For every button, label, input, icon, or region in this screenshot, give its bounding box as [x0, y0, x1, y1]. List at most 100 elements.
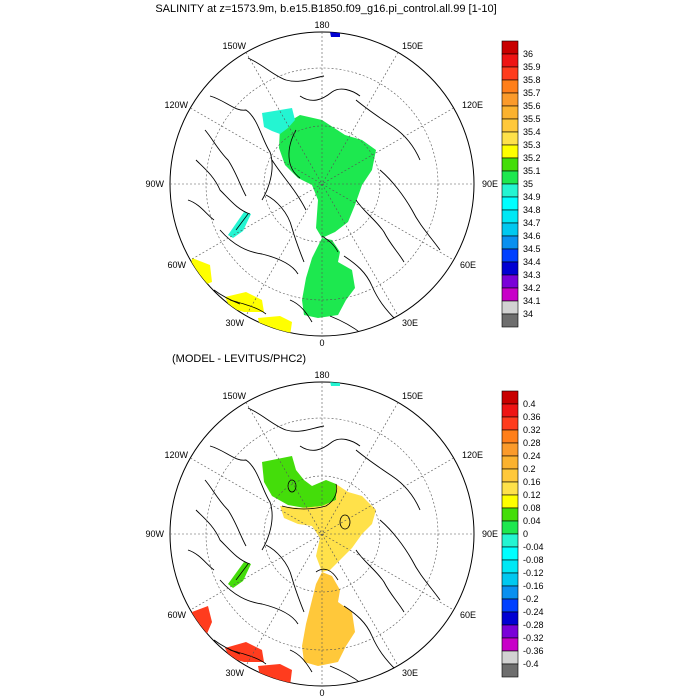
top-region-central-arctic: [279, 115, 376, 238]
top-colorbar-box: [501, 235, 519, 250]
bottom-colorbar-label: 0.08: [523, 503, 541, 513]
bottom-colorbar-label: 0.16: [523, 477, 541, 487]
bottom-colorbar-box: [501, 624, 519, 639]
bottom-colorbar-box: [501, 585, 519, 600]
bottom-colorbar: 0.4 0.36 0.32 0.28 0.24 0.2 0.16 0.12 0.08 0.04 0 -…: [501, 390, 544, 678]
top-colorbar-box: [501, 66, 519, 81]
bottom-lon-label: 30E: [402, 668, 418, 678]
top-lon-label: 150W: [222, 41, 246, 51]
bottom-colorbar-label: -0.28: [523, 620, 544, 630]
top-colorbar-label: 34.9: [523, 192, 541, 202]
top-colorbar-label: 35.9: [523, 62, 541, 72]
bottom-lon-label: 90E: [482, 529, 498, 539]
top-colorbar-box: [501, 183, 519, 198]
bottom-colorbar-box: [501, 598, 519, 613]
bottom-coastlines: [177, 407, 441, 685]
top-colorbar-label: 36: [523, 49, 533, 59]
top-region-canada-basin: [262, 108, 295, 134]
top-lon-label: 150E: [402, 41, 423, 51]
bottom-lon-label: 120E: [462, 450, 483, 460]
bottom-colorbar-box: [501, 663, 519, 678]
top-colorbar-label: 34.5: [523, 244, 541, 254]
bottom-region-canada-basin: [262, 456, 336, 508]
bottom-colorbar-label: -0.32: [523, 633, 544, 643]
bottom-colorbar-box: [501, 611, 519, 626]
bottom-colorbar-label: 0.04: [523, 516, 541, 526]
top-region-labrador-sea: [190, 258, 264, 312]
top-colorbar-label: 35.5: [523, 114, 541, 124]
bottom-colorbar-label: 0.36: [523, 412, 541, 422]
bottom-colorbar-box: [501, 533, 519, 548]
bottom-colorbar-box: [501, 429, 519, 444]
top-colorbar-box: [501, 287, 519, 302]
top-lon-label: 0: [319, 338, 324, 348]
top-lon-labels: 180 150E 120E 90E 60E 30E 0 30W 60W 90W …: [145, 20, 498, 348]
bottom-colorbar-box: [501, 637, 519, 652]
top-colorbar-box: [501, 118, 519, 133]
top-lon-label: 90W: [145, 179, 164, 189]
top-lon-label: 30W: [225, 318, 244, 328]
bottom-colorbar-label: -0.16: [523, 581, 544, 591]
bottom-lon-label: 180: [314, 370, 329, 380]
bottom-lon-label: 0: [319, 688, 324, 698]
top-colorbar-box: [501, 92, 519, 107]
bottom-colorbar-label: -0.4: [523, 659, 539, 669]
top-colorbar-box: [501, 170, 519, 185]
bottom-colorbar-box: [501, 442, 519, 457]
bottom-graticule: [170, 382, 474, 686]
bottom-colorbar-box: [501, 507, 519, 522]
bottom-colorbar-box: [501, 390, 519, 405]
top-colorbar-label: 35.8: [523, 75, 541, 85]
top-lon-label: 60E: [460, 260, 476, 270]
top-colorbar-label: 35.7: [523, 88, 541, 98]
bottom-colorbar-label: 0.24: [523, 451, 541, 461]
top-colorbar-box: [501, 105, 519, 120]
bottom-lon-label: 150E: [402, 391, 423, 401]
top-colorbar-label: 34.7: [523, 218, 541, 228]
top-colorbar-box: [501, 40, 519, 55]
top-colorbar-box: [501, 131, 519, 146]
top-colorbar-label: 35.4: [523, 127, 541, 137]
bottom-colorbar-box: [501, 455, 519, 470]
bottom-lon-label: 30W: [225, 668, 244, 678]
bottom-colorbar-box: [501, 546, 519, 561]
bottom-colorbar-label: -0.08: [523, 555, 544, 565]
top-colorbar-box: [501, 53, 519, 68]
top-colorbar-label: 35.3: [523, 140, 541, 150]
top-lon-label: 90E: [482, 179, 498, 189]
top-colorbar: 36 35.9 35.8 35.7 35.6 35.5 35.4 35.3 35.2 35.1 35…: [501, 40, 541, 328]
bottom-lon-label: 90W: [145, 529, 164, 539]
top-colorbar-label: 34.6: [523, 231, 541, 241]
bottom-colorbar-label: -0.36: [523, 646, 544, 656]
top-colorbar-label: 35: [523, 179, 533, 189]
top-colorbar-box: [501, 79, 519, 94]
top-colorbar-box: [501, 313, 519, 328]
bottom-colorbar-label: 0: [523, 529, 528, 539]
top-colorbar-label: 35.1: [523, 166, 541, 176]
top-colorbar-label: 34.1: [523, 296, 541, 306]
bottom-lon-label: 60W: [167, 610, 186, 620]
bottom-region-bering: [330, 382, 340, 386]
bottom-lon-label: 150W: [222, 391, 246, 401]
top-colorbar-box: [501, 144, 519, 159]
bottom-colorbar-label: 0.4: [523, 399, 536, 409]
bottom-lon-labels: 180 150E 120E 90E 60E 30E 0 30W 60W 90W …: [145, 370, 498, 698]
top-colorbar-label: 34.4: [523, 257, 541, 267]
top-colorbar-label: 35.6: [523, 101, 541, 111]
bottom-colorbar-box: [501, 403, 519, 418]
bottom-map: 180 150E 120E 90E 60E 30E 0 30W 60W 90W …: [145, 370, 498, 698]
top-colorbar-box: [501, 209, 519, 224]
bottom-colorbar-label: -0.04: [523, 542, 544, 552]
top-lon-label: 120W: [164, 100, 188, 110]
top-graticule: [170, 32, 474, 336]
bottom-lon-label: 60E: [460, 610, 476, 620]
top-colorbar-label: 34.3: [523, 270, 541, 280]
top-colorbar-box: [501, 248, 519, 263]
bottom-colorbar-label: -0.2: [523, 594, 539, 604]
top-lon-label: 30E: [402, 318, 418, 328]
bottom-colorbar-box: [501, 416, 519, 431]
top-colorbar-label: 34.8: [523, 205, 541, 215]
bottom-colorbar-box: [501, 559, 519, 574]
bottom-title: (MODEL - LEVITUS/PHC2): [172, 353, 306, 365]
